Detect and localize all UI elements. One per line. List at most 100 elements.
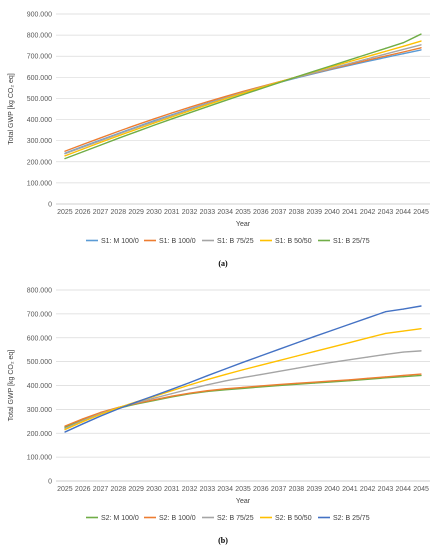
data-point — [242, 377, 244, 379]
data-point — [171, 388, 173, 390]
y-tick-label: 400.000 — [27, 117, 52, 124]
x-tick-label: 2037 — [271, 209, 287, 216]
data-point — [153, 118, 155, 120]
legend-label: S2: B 75/25 — [217, 515, 254, 522]
data-point — [420, 44, 422, 46]
data-point — [135, 401, 137, 403]
data-point — [82, 423, 84, 425]
data-point — [206, 104, 208, 106]
data-point — [99, 144, 102, 146]
y-tick-label: 900.000 — [27, 12, 52, 19]
x-tick-label: 2029 — [128, 486, 144, 493]
y-tick-label: 0 — [48, 479, 52, 486]
x-tick-label: 2030 — [146, 486, 162, 493]
data-point — [331, 346, 333, 348]
y-tick-label: 600.000 — [27, 335, 52, 342]
data-point — [82, 146, 84, 148]
x-tick-label: 2039 — [306, 486, 322, 493]
data-point — [171, 395, 173, 397]
data-point — [242, 369, 244, 371]
data-point — [349, 62, 351, 64]
data-point — [420, 33, 422, 35]
x-axis-title: Year — [236, 221, 251, 228]
data-point — [64, 158, 66, 160]
data-point — [367, 356, 369, 358]
data-point — [331, 64, 333, 67]
data-point — [206, 101, 208, 103]
data-point — [99, 411, 102, 414]
x-tick-label: 2035 — [235, 486, 251, 493]
legend-label: S2: B 100/0 — [159, 515, 196, 522]
data-point — [242, 361, 244, 363]
data-point — [420, 374, 422, 377]
data-point — [278, 370, 280, 373]
data-point — [224, 99, 226, 102]
series-line — [64, 374, 422, 428]
data-point — [171, 116, 173, 118]
x-tick-label: 2026 — [75, 486, 91, 493]
data-point — [188, 110, 191, 112]
data-point — [117, 407, 119, 409]
data-point — [367, 317, 369, 319]
data-point — [367, 55, 369, 58]
data-point — [367, 53, 369, 55]
data-point — [64, 426, 66, 428]
data-point — [171, 114, 173, 117]
x-tick-label: 2034 — [217, 209, 233, 216]
x-tick-label: 2032 — [182, 209, 198, 216]
data-point — [153, 395, 155, 397]
data-point — [331, 380, 333, 382]
y-tick-label: 100.000 — [27, 180, 52, 187]
data-point — [384, 56, 387, 59]
y-tick-label: 500.000 — [27, 96, 52, 103]
data-point — [260, 355, 262, 357]
x-tick-label: 2036 — [253, 486, 269, 493]
y-tick-label: 600.000 — [27, 75, 52, 82]
x-tick-label: 2037 — [271, 486, 287, 493]
data-point — [402, 51, 404, 53]
x-tick-label: 2034 — [217, 486, 233, 493]
data-point — [82, 143, 84, 146]
data-point — [295, 76, 298, 78]
x-tick-label: 2033 — [200, 209, 216, 216]
data-point — [82, 148, 84, 150]
data-point — [402, 351, 404, 353]
x-tick-label: 2035 — [235, 209, 251, 216]
data-point — [295, 342, 298, 344]
data-point — [64, 155, 66, 157]
data-point — [260, 373, 262, 376]
x-tick-label: 2029 — [128, 209, 144, 216]
data-point — [224, 95, 226, 98]
x-tick-label: 2027 — [93, 486, 109, 493]
data-point — [135, 131, 137, 133]
data-point — [384, 332, 387, 335]
y-tick-label: 500.000 — [27, 359, 52, 366]
data-point — [82, 421, 84, 423]
data-point — [367, 58, 369, 60]
data-point — [224, 368, 226, 370]
legend-label: S1: B 75/25 — [217, 238, 254, 245]
data-point — [349, 359, 351, 361]
data-point — [206, 106, 208, 108]
data-point — [117, 135, 119, 137]
data-point — [188, 392, 191, 394]
data-point — [135, 124, 137, 126]
data-point — [384, 311, 387, 313]
x-tick-label: 2043 — [378, 209, 394, 216]
data-point — [171, 390, 173, 392]
data-point — [64, 425, 66, 427]
data-point — [384, 55, 387, 57]
data-point — [367, 377, 369, 379]
data-point — [278, 348, 280, 351]
data-point — [349, 379, 351, 381]
x-tick-label: 2038 — [289, 486, 305, 493]
data-point — [117, 408, 119, 410]
data-point — [295, 382, 298, 384]
data-point — [242, 92, 244, 94]
y-tick-label: 300.000 — [27, 407, 52, 414]
data-point — [260, 385, 262, 387]
data-point — [188, 382, 191, 384]
legend-label: S1: B 25/75 — [333, 238, 370, 245]
legend-label: S1: M 100/0 — [101, 238, 139, 245]
data-point — [242, 94, 244, 96]
